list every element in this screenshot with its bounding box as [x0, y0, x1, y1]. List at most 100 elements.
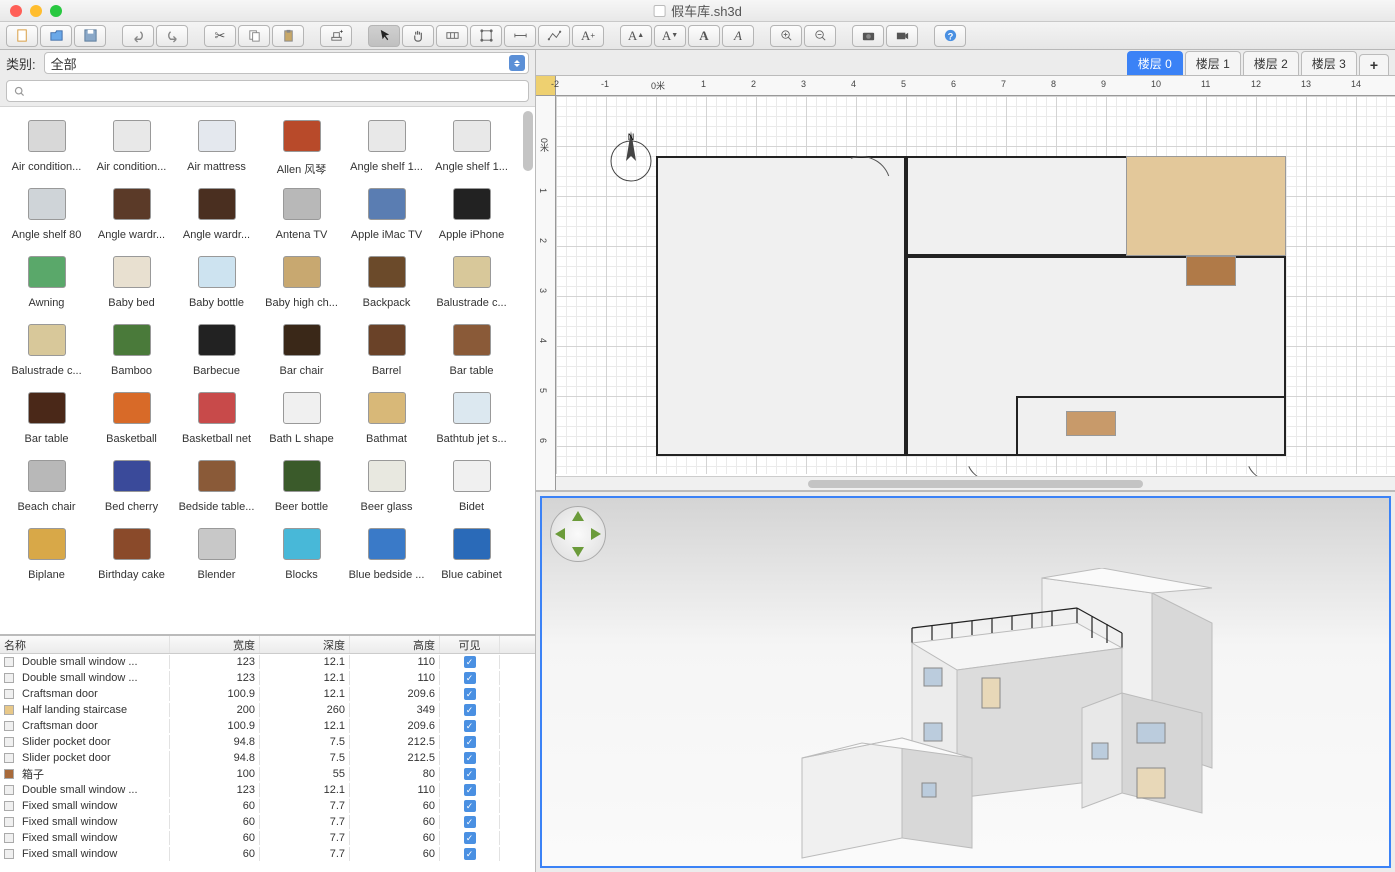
catalog-item[interactable]: Antena TV [259, 179, 344, 245]
catalog-item[interactable]: Angle shelf 1... [429, 111, 514, 177]
floor-tab[interactable]: 楼层 0 [1127, 51, 1183, 75]
catalog-item[interactable]: Basketball [89, 383, 174, 449]
col-name[interactable]: 名称 [0, 636, 170, 653]
help-button[interactable]: ? [934, 25, 966, 47]
maximize-button[interactable] [50, 5, 62, 17]
pan-tool-button[interactable] [402, 25, 434, 47]
catalog-item[interactable]: Bar table [4, 383, 89, 449]
table-row[interactable]: Half landing staircase200260349✓ [0, 702, 535, 718]
catalog-item[interactable]: Bamboo [89, 315, 174, 381]
catalog-item[interactable]: Birthday cake [89, 519, 174, 585]
catalog-item[interactable]: Air mattress [174, 111, 259, 177]
catalog-item[interactable]: Basketball net [174, 383, 259, 449]
catalog-item[interactable]: Beer bottle [259, 451, 344, 517]
select-tool-button[interactable] [368, 25, 400, 47]
visible-checkbox[interactable]: ✓ [464, 656, 476, 668]
catalog-item[interactable]: Backpack [344, 247, 429, 313]
catalog-item[interactable]: Air condition... [4, 111, 89, 177]
catalog-scrollbar[interactable] [523, 111, 533, 171]
nav-wheel[interactable] [550, 506, 606, 562]
nav-left-icon[interactable] [555, 528, 565, 540]
undo-button[interactable] [122, 25, 154, 47]
bold-button[interactable]: A [688, 25, 720, 47]
catalog-item[interactable]: Biplane [4, 519, 89, 585]
catalog-item[interactable]: Bath L shape [259, 383, 344, 449]
text-increase-button[interactable]: A▲ [620, 25, 652, 47]
nav-down-icon[interactable] [572, 547, 584, 557]
col-width[interactable]: 宽度 [170, 636, 260, 653]
zoom-out-button[interactable] [804, 25, 836, 47]
col-depth[interactable]: 深度 [260, 636, 350, 653]
catalog-item[interactable]: Air condition... [89, 111, 174, 177]
plan-view[interactable]: -2-10米1234567891011121314 0米123456 N [536, 76, 1395, 492]
catalog-item[interactable]: Balustrade c... [429, 247, 514, 313]
room-tool-button[interactable] [470, 25, 502, 47]
catalog-item[interactable]: Bar table [429, 315, 514, 381]
table-row[interactable]: Fixed small window607.760✓ [0, 846, 535, 862]
search-input[interactable] [6, 80, 529, 102]
zoom-in-button[interactable] [770, 25, 802, 47]
table-row[interactable]: Craftsman door100.912.1209.6✓ [0, 718, 535, 734]
cut-button[interactable]: ✂ [204, 25, 236, 47]
table-row[interactable]: Double small window ...12312.1110✓ [0, 654, 535, 670]
catalog-item[interactable]: Bar chair [259, 315, 344, 381]
catalog-item[interactable]: Blender [174, 519, 259, 585]
catalog-item[interactable]: Blue cabinet [429, 519, 514, 585]
catalog-item[interactable]: Allen 风琴 [259, 111, 344, 177]
catalog-item[interactable]: Bathtub jet s... [429, 383, 514, 449]
table-row[interactable]: 箱子1005580✓ [0, 766, 535, 782]
room[interactable] [1016, 396, 1286, 456]
nav-up-icon[interactable] [572, 511, 584, 521]
visible-checkbox[interactable]: ✓ [464, 688, 476, 700]
table-row[interactable]: Fixed small window607.760✓ [0, 814, 535, 830]
catalog-item[interactable]: Beer glass [344, 451, 429, 517]
copy-button[interactable] [238, 25, 270, 47]
wall-tool-button[interactable] [436, 25, 468, 47]
catalog-item[interactable]: Balustrade c... [4, 315, 89, 381]
redo-button[interactable] [156, 25, 188, 47]
minimize-button[interactable] [30, 5, 42, 17]
visible-checkbox[interactable]: ✓ [464, 672, 476, 684]
catalog-item[interactable]: Angle shelf 80 [4, 179, 89, 245]
catalog-item[interactable]: Bathmat [344, 383, 429, 449]
nav-right-icon[interactable] [591, 528, 601, 540]
catalog-item[interactable]: Bedside table... [174, 451, 259, 517]
add-floor-tab[interactable]: + [1359, 54, 1389, 75]
catalog-item[interactable]: Apple iPhone [429, 179, 514, 245]
visible-checkbox[interactable]: ✓ [464, 752, 476, 764]
table-row[interactable]: Fixed small window607.760✓ [0, 830, 535, 846]
italic-button[interactable]: A [722, 25, 754, 47]
visible-checkbox[interactable]: ✓ [464, 800, 476, 812]
furniture-catalog[interactable]: Air condition...Air condition...Air matt… [0, 106, 535, 634]
catalog-item[interactable]: Apple iMac TV [344, 179, 429, 245]
catalog-item[interactable]: Angle wardr... [89, 179, 174, 245]
plan-canvas[interactable]: N [556, 96, 1395, 474]
catalog-item[interactable]: Angle wardr... [174, 179, 259, 245]
3d-view[interactable] [540, 496, 1391, 868]
catalog-item[interactable]: Blue bedside ... [344, 519, 429, 585]
table-row[interactable]: Double small window ...12312.1110✓ [0, 670, 535, 686]
close-button[interactable] [10, 5, 22, 17]
visible-checkbox[interactable]: ✓ [464, 736, 476, 748]
table-row[interactable]: Double small window ...12312.1110✓ [0, 782, 535, 798]
floor-tab[interactable]: 楼层 3 [1301, 51, 1357, 75]
catalog-item[interactable]: Bed cherry [89, 451, 174, 517]
catalog-item[interactable]: Awning [4, 247, 89, 313]
paste-button[interactable] [272, 25, 304, 47]
table-row[interactable]: Craftsman door100.912.1209.6✓ [0, 686, 535, 702]
new-button[interactable] [6, 25, 38, 47]
table-row[interactable]: Slider pocket door94.87.5212.5✓ [0, 750, 535, 766]
catalog-item[interactable]: Angle shelf 1... [344, 111, 429, 177]
col-height[interactable]: 高度 [350, 636, 440, 653]
catalog-item[interactable]: Baby high ch... [259, 247, 344, 313]
furniture-piece[interactable] [1066, 411, 1116, 436]
catalog-item[interactable]: Barrel [344, 315, 429, 381]
catalog-item[interactable]: Baby bottle [174, 247, 259, 313]
table-row[interactable]: Slider pocket door94.87.5212.5✓ [0, 734, 535, 750]
catalog-item[interactable]: Bidet [429, 451, 514, 517]
floor-tab[interactable]: 楼层 2 [1243, 51, 1299, 75]
save-button[interactable] [74, 25, 106, 47]
furniture-piece[interactable] [1186, 256, 1236, 286]
catalog-item[interactable]: Baby bed [89, 247, 174, 313]
catalog-item[interactable]: Beach chair [4, 451, 89, 517]
